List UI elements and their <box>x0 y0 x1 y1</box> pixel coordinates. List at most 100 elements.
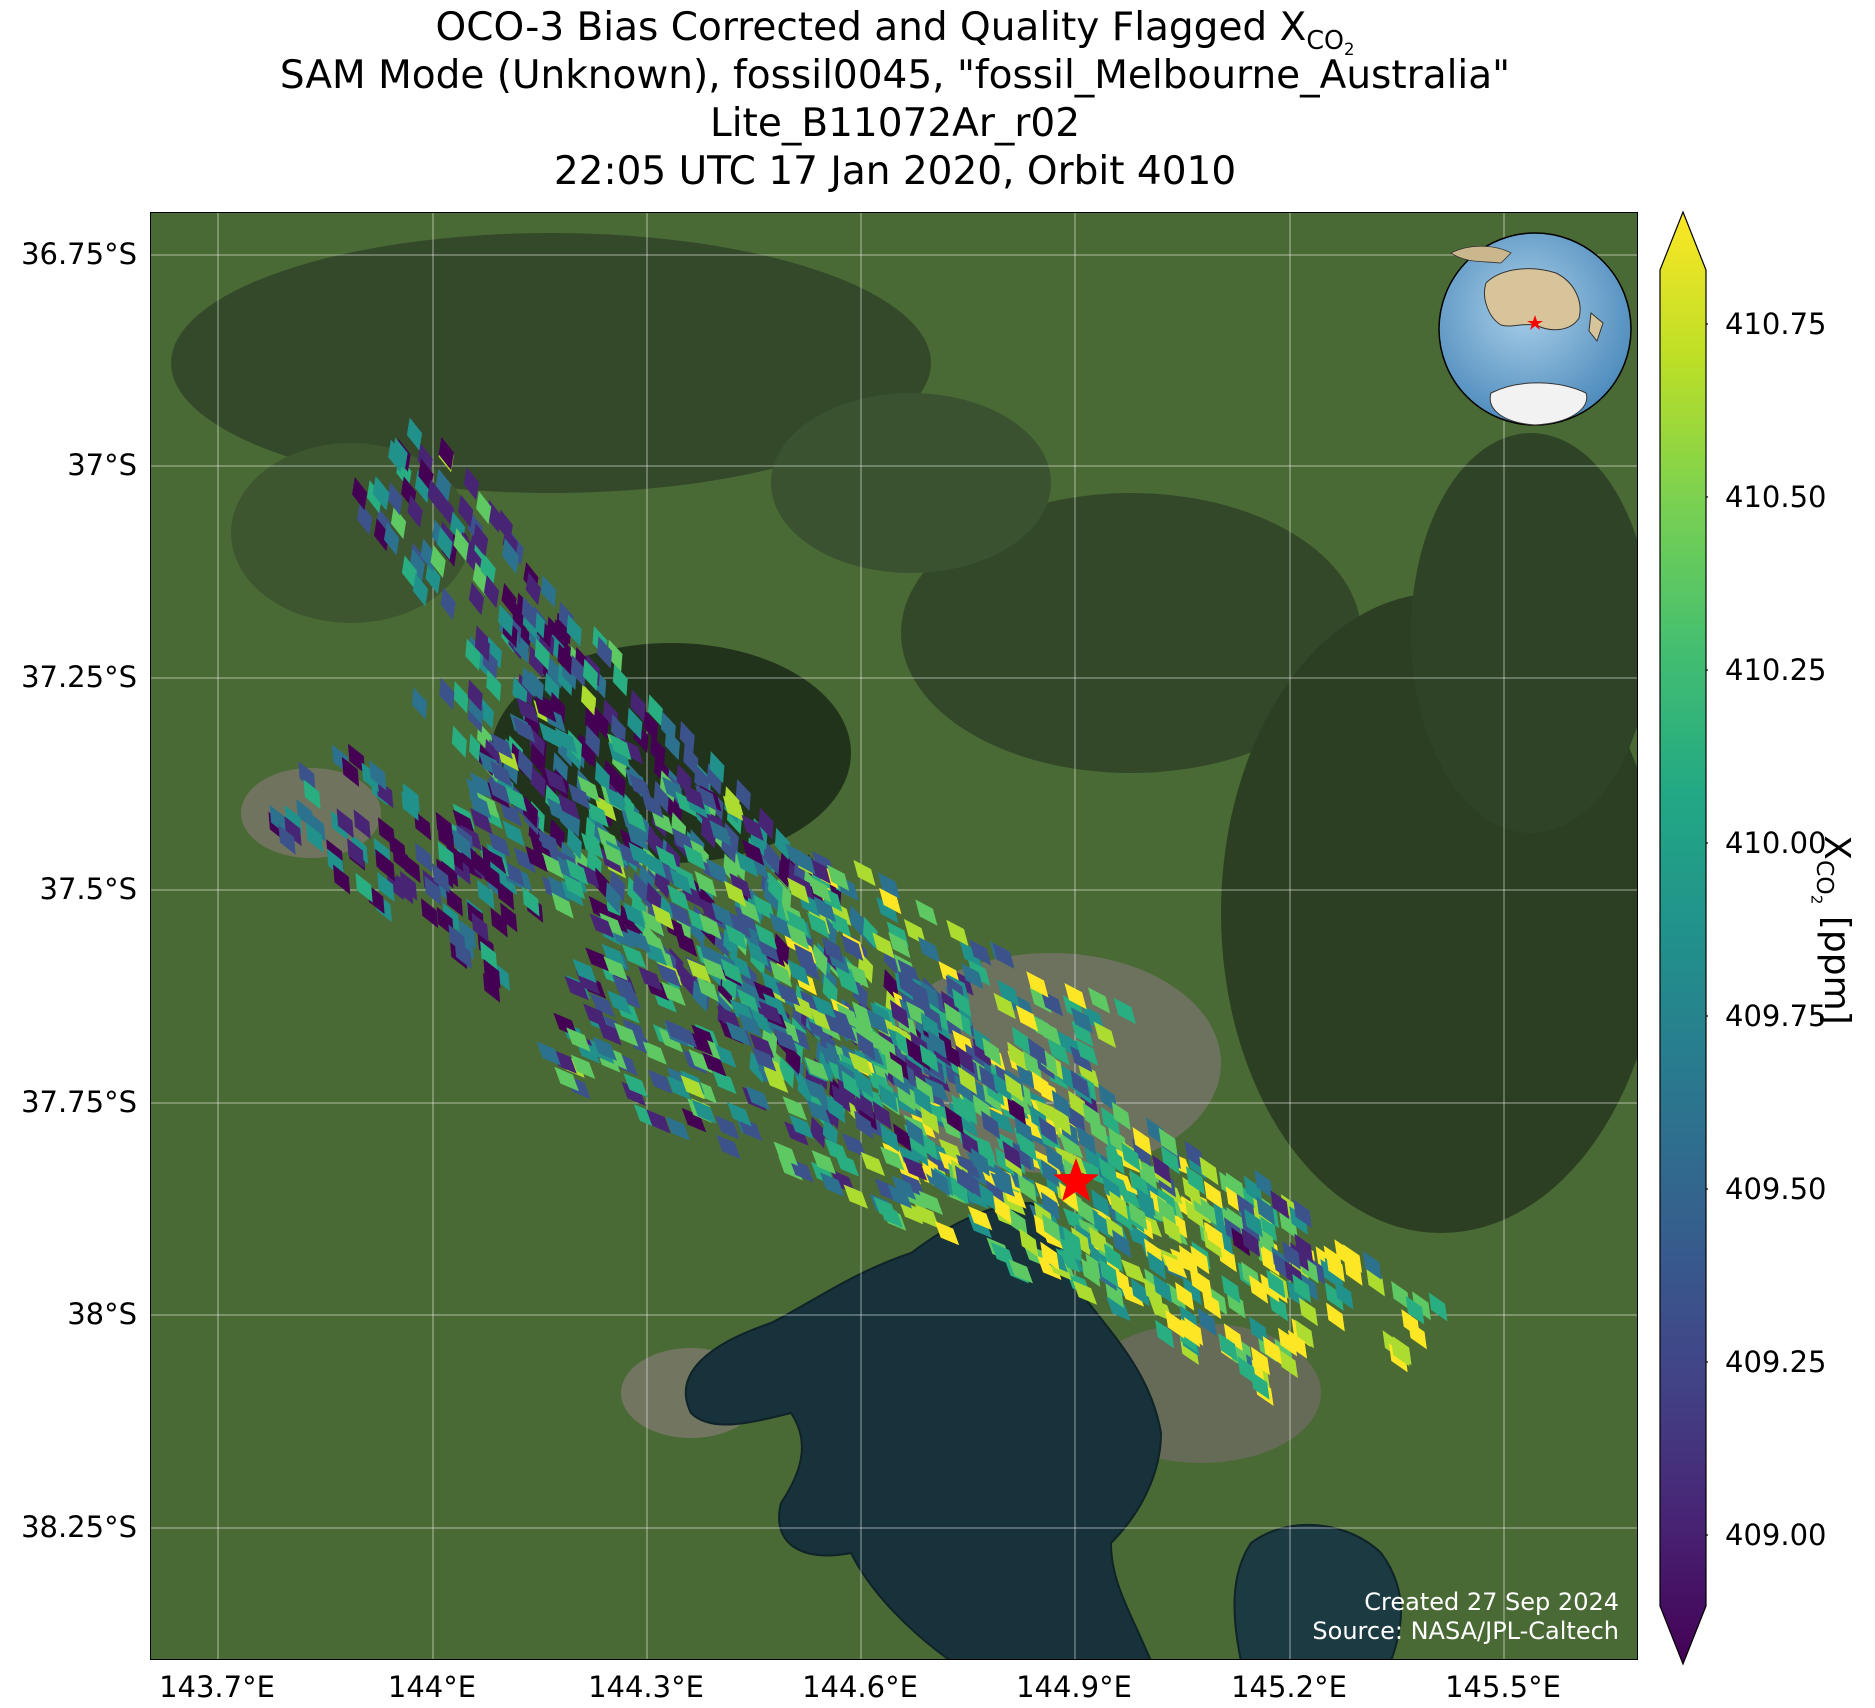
xco2-footprint <box>957 1066 978 1095</box>
xco2-footprint <box>623 1072 648 1098</box>
xco2-footprint <box>1006 1096 1027 1125</box>
xco2-footprint <box>476 792 500 819</box>
xco2-footprint <box>812 943 828 977</box>
xco2-footprint <box>699 943 722 970</box>
xco2-footprint <box>641 910 665 937</box>
xco2-footprint <box>336 808 354 839</box>
colorbar <box>1659 210 1708 1666</box>
xco2-footprint <box>876 896 899 924</box>
xco2-footprint <box>369 760 387 791</box>
xco2-footprint <box>944 1105 964 1135</box>
xco2-footprint <box>471 912 489 943</box>
xco2-footprint <box>487 777 511 805</box>
xco2-footprint <box>454 829 472 860</box>
xco2-footprint <box>1334 1280 1354 1310</box>
xco2-footprint <box>918 1190 944 1215</box>
xco2-footprint <box>643 851 667 879</box>
xco2-footprint <box>1098 1157 1118 1186</box>
xco2-footprint <box>471 849 489 880</box>
xco2-footprint <box>680 1074 705 1100</box>
xco2-footprint <box>849 904 865 937</box>
xco2-footprint <box>432 863 450 894</box>
xco2-footprint <box>695 784 718 812</box>
xco2-footprint <box>890 999 910 1029</box>
xco2-footprint <box>1019 1228 1039 1258</box>
xco2-footprint <box>1412 1291 1431 1321</box>
xco2-footprint <box>534 638 550 671</box>
xco2-footprint <box>969 939 992 966</box>
xco2-footprint <box>445 886 463 917</box>
xco2-footprint <box>601 943 627 969</box>
xco2-footprint <box>472 562 488 596</box>
xco2-footprint <box>653 780 669 813</box>
xco2-footprint <box>1152 1154 1172 1184</box>
xco2-footprint <box>995 1147 1015 1176</box>
xco2-footprint <box>952 988 972 1018</box>
xco2-footprint <box>374 477 390 511</box>
xco2-footprint <box>878 1203 903 1228</box>
colorbar-label: XCO2 [ppm] <box>1807 835 1857 1025</box>
xco2-footprint <box>630 689 646 722</box>
xco2-footprint <box>1138 1160 1158 1190</box>
map-panel[interactable] <box>150 212 1638 1660</box>
xco2-footprint <box>679 963 695 997</box>
xco2-footprint <box>1040 1191 1061 1221</box>
xco2-footprint <box>1231 1227 1251 1257</box>
xco2-footprint <box>667 884 690 912</box>
xco2-footprint <box>1017 1173 1037 1203</box>
xco2-footprint <box>366 480 383 514</box>
xco2-footprint <box>646 881 662 915</box>
target-star-marker[interactable] <box>1053 1158 1099 1202</box>
xco2-footprint <box>470 807 493 835</box>
xco2-footprint <box>665 1116 691 1141</box>
xco2-footprint <box>784 1121 809 1146</box>
xco2-footprint <box>529 727 545 761</box>
xco2-footprint <box>978 1065 999 1094</box>
xco2-footprint <box>1260 1273 1280 1303</box>
xco2-footprint <box>993 992 1016 1020</box>
xco2-footprint <box>414 470 431 504</box>
map-canvas <box>151 213 1637 1659</box>
xco2-footprint <box>716 1005 742 1031</box>
xco2-footprint <box>490 907 508 938</box>
xco2-footprint <box>956 1154 981 1179</box>
xco2-footprint <box>1324 1282 1344 1311</box>
xco2-footprint <box>570 1054 596 1079</box>
lat-tick: 36.75°S <box>21 237 137 271</box>
xco2-footprint <box>499 800 523 827</box>
xco2-footprint <box>877 872 901 899</box>
xco2-footprint <box>701 816 717 849</box>
xco2-footprint <box>1165 1309 1185 1339</box>
xco2-footprint <box>1078 1158 1103 1183</box>
xco2-footprint <box>1058 1133 1084 1159</box>
xco2-footprint <box>1072 1280 1098 1305</box>
xco2-footprint <box>425 561 441 595</box>
xco2-footprint <box>1041 1213 1061 1243</box>
xco2-footprint <box>810 1116 826 1149</box>
xco2-footprint <box>688 1031 713 1056</box>
xco2-footprint <box>683 844 706 871</box>
xco2-footprint <box>754 923 778 950</box>
xco2-footprint <box>806 1099 831 1124</box>
xco2-footprint <box>738 1013 763 1038</box>
xco2-footprint <box>585 725 601 758</box>
xco2-footprint <box>878 1083 898 1113</box>
xco2-footprint <box>1155 1319 1175 1349</box>
xco2-footprint <box>902 1156 928 1181</box>
xco2-footprint <box>749 1050 765 1084</box>
xco2-footprint <box>724 880 747 908</box>
xco2-footprint <box>1223 1323 1243 1353</box>
xco2-footprint <box>512 676 528 709</box>
xco2-footprint <box>1143 1277 1163 1307</box>
chart-title-line3: Lite_B11072Ar_r02 <box>709 101 1081 146</box>
chart-title-line1: OCO-3 Bias Corrected and Quality Flagged… <box>435 5 1355 59</box>
xco2-footprint <box>702 957 727 982</box>
xco2-footprint <box>1162 1254 1188 1279</box>
xco2-footprint <box>1175 1282 1195 1311</box>
xco2-footprint <box>303 779 321 810</box>
xco2-footprint <box>554 727 578 755</box>
xco2-footprint <box>900 1172 925 1198</box>
lon-tick: 144°E <box>387 1670 477 1704</box>
xco2-footprint <box>361 762 379 793</box>
xco2-footprint <box>468 582 485 616</box>
